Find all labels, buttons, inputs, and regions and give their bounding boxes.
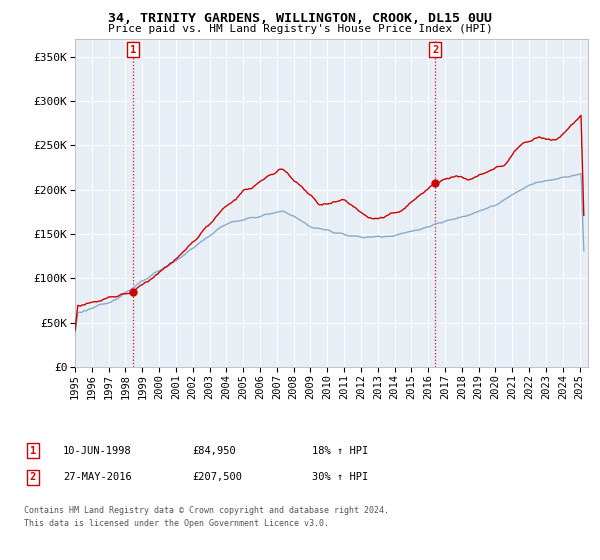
- Text: Price paid vs. HM Land Registry's House Price Index (HPI): Price paid vs. HM Land Registry's House …: [107, 24, 493, 34]
- Text: 2: 2: [30, 472, 36, 482]
- Text: 2: 2: [432, 45, 438, 55]
- Text: Contains HM Land Registry data © Crown copyright and database right 2024.: Contains HM Land Registry data © Crown c…: [24, 506, 389, 515]
- Text: £207,500: £207,500: [192, 472, 242, 482]
- Text: 30% ↑ HPI: 30% ↑ HPI: [312, 472, 368, 482]
- Text: £84,950: £84,950: [192, 446, 236, 456]
- Text: 18% ↑ HPI: 18% ↑ HPI: [312, 446, 368, 456]
- Text: 1: 1: [130, 45, 136, 55]
- Text: 34, TRINITY GARDENS, WILLINGTON, CROOK, DL15 0UU: 34, TRINITY GARDENS, WILLINGTON, CROOK, …: [108, 12, 492, 25]
- Text: 1: 1: [30, 446, 36, 456]
- Text: 10-JUN-1998: 10-JUN-1998: [63, 446, 132, 456]
- Text: 27-MAY-2016: 27-MAY-2016: [63, 472, 132, 482]
- Text: This data is licensed under the Open Government Licence v3.0.: This data is licensed under the Open Gov…: [24, 519, 329, 528]
